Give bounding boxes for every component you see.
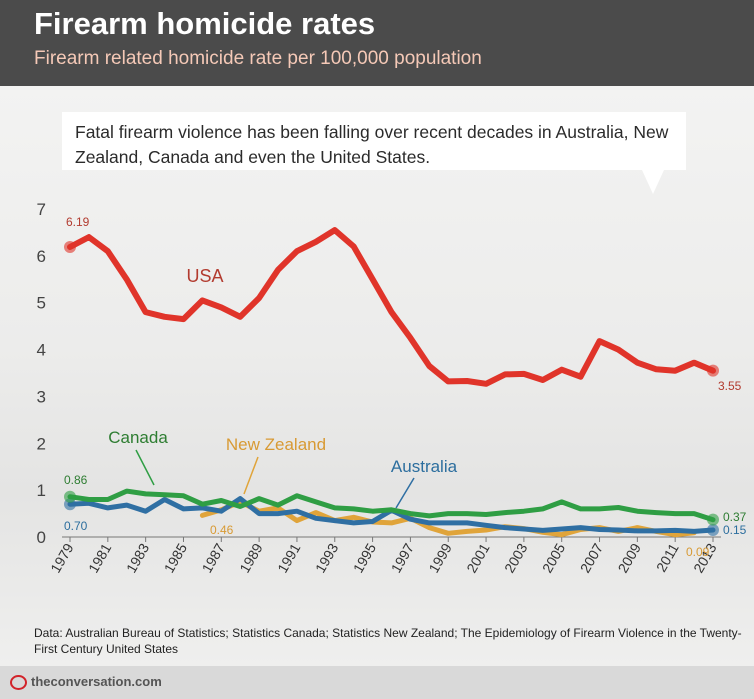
series-name-label-australia: Australia [391, 457, 458, 476]
series-end-point-canada [707, 513, 719, 526]
y-tick-label: 7 [37, 200, 46, 219]
x-tick-label: 1987 [198, 540, 228, 575]
series-name-label-new-zealand: New Zealand [226, 435, 326, 454]
callout-text: Fatal firearm violence has been falling … [75, 122, 669, 167]
leader-line-australia [395, 477, 415, 509]
series-name-label-usa: USA [186, 266, 223, 286]
x-tick-label: 2005 [539, 540, 569, 575]
start-value-label-new-zealand: 0.46 [210, 523, 234, 537]
x-tick-label: 1993 [312, 540, 342, 575]
x-tick-label: 1991 [274, 540, 304, 575]
series-end-point-usa [707, 364, 719, 377]
y-tick-label: 6 [37, 247, 46, 266]
end-value-label-new-zealand: 0.09 [686, 545, 710, 559]
series-line-usa [67, 227, 716, 387]
series-line-canada [67, 488, 716, 523]
footer-bar: theconversation.com [0, 666, 754, 699]
x-tick-label: 1979 [47, 540, 77, 575]
series-line-australia [67, 496, 716, 534]
series-name-label-canada: Canada [108, 428, 168, 447]
chart-title: Firearm homicide rates [34, 6, 376, 41]
start-value-label-usa: 6.19 [66, 215, 90, 229]
y-tick-label: 0 [37, 528, 46, 547]
start-value-label-canada: 0.86 [64, 473, 88, 487]
x-tick-label: 1989 [236, 540, 266, 575]
header-banner: Firearm homicide rates Firearm related h… [0, 0, 754, 86]
x-tick-label: 2009 [615, 540, 645, 575]
y-tick-label: 1 [37, 481, 46, 500]
x-tick-label: 1983 [123, 540, 153, 575]
start-value-label-australia: 0.70 [64, 519, 88, 533]
source-note: Data: Australian Bureau of Statistics; S… [34, 626, 742, 656]
x-tick-label: 1999 [425, 540, 455, 575]
x-tick-label: 1985 [161, 540, 191, 575]
y-tick-label: 2 [37, 434, 46, 453]
x-tick-label: 2011 [653, 540, 682, 574]
series-end-point-australia [707, 523, 719, 536]
footer-site-link[interactable]: theconversation.com [31, 674, 162, 689]
end-value-label-australia: 0.15 [723, 523, 747, 537]
y-tick-label: 3 [37, 387, 46, 406]
x-tick-label: 1981 [85, 540, 115, 575]
x-tick-label: 2003 [501, 540, 531, 575]
x-tick-label: 1997 [388, 540, 418, 575]
x-tick-label: 1995 [350, 540, 380, 575]
x-tick-label: 2007 [577, 540, 607, 575]
callout-pointer [642, 170, 664, 194]
y-tick-label: 4 [37, 341, 46, 360]
end-value-label-usa: 3.55 [718, 379, 742, 393]
series-start-point-canada [64, 490, 76, 503]
x-tick-label: 2001 [463, 540, 493, 575]
end-value-label-canada: 0.37 [723, 510, 747, 524]
plot-background [0, 86, 754, 666]
series-start-point-usa [64, 240, 76, 253]
callout-box: Fatal firearm violence has been falling … [62, 112, 686, 170]
chart-subtitle: Firearm related homicide rate per 100,00… [34, 48, 482, 69]
leader-line-canada [135, 449, 155, 486]
conversation-logo-icon [10, 675, 27, 690]
y-tick-label: 5 [37, 294, 46, 313]
leader-line-new-zealand [243, 456, 259, 495]
labels-layer: USA 6.19 3.55 Canada 0.86 0.37 Australia 0.70 0.… [64, 215, 747, 559]
series-layer [64, 227, 719, 538]
